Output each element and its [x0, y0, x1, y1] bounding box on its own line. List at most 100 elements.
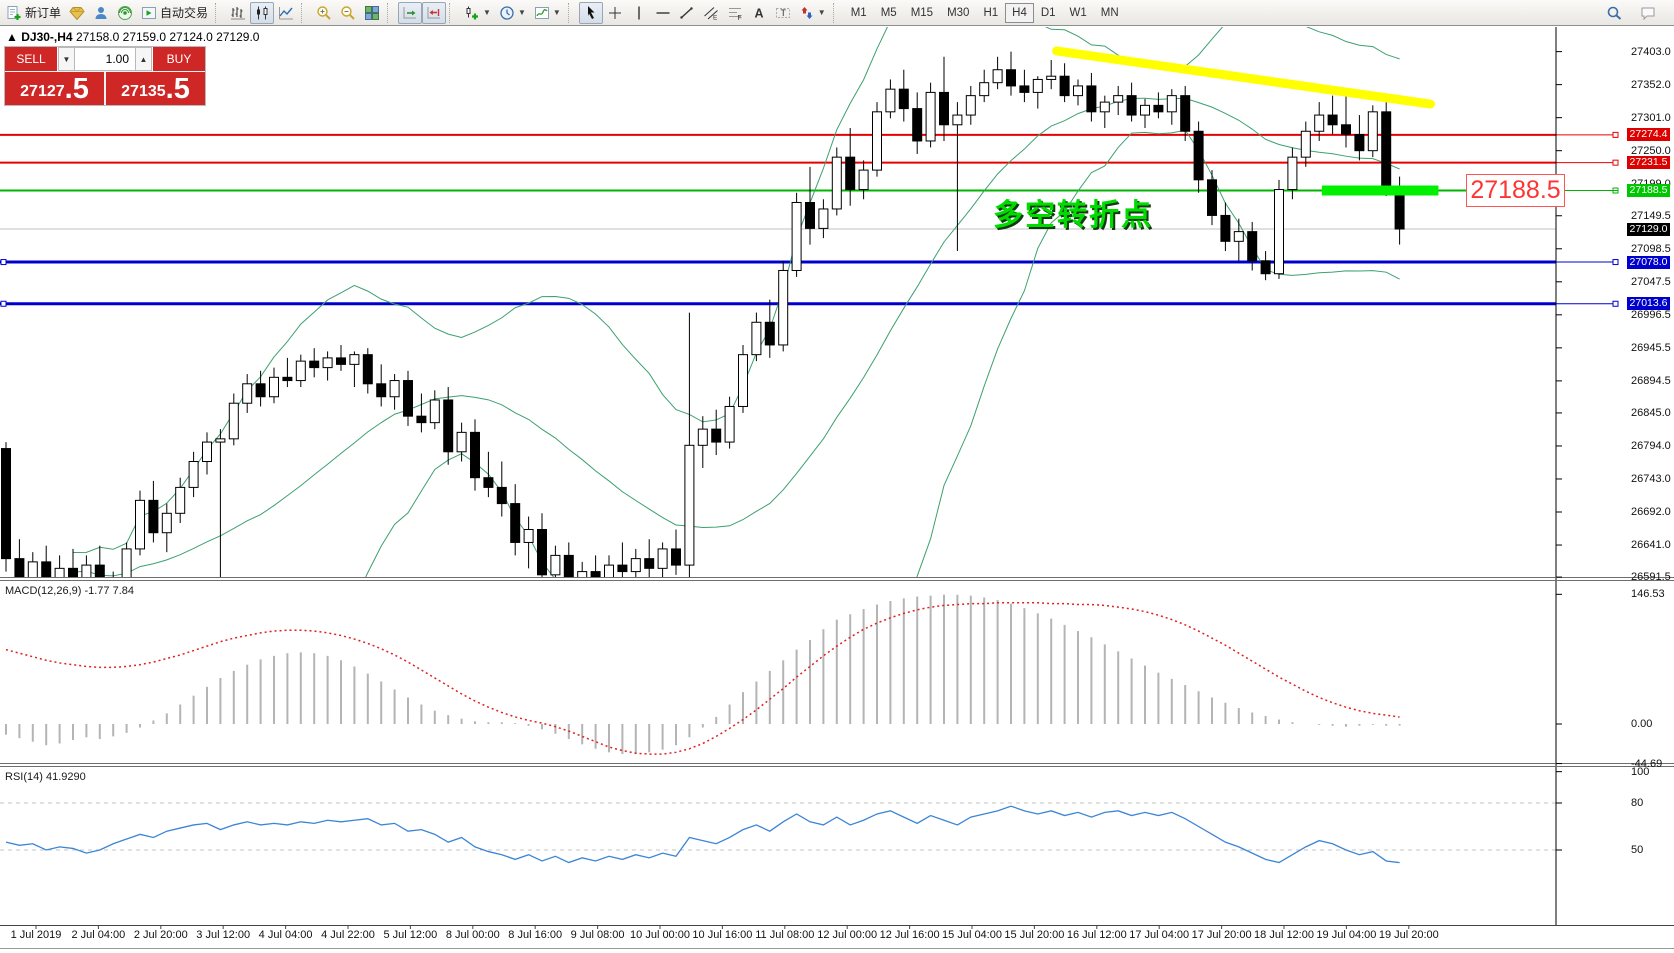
candle [791, 201, 802, 271]
indicators-button[interactable]: ▼ [530, 2, 565, 24]
volume-decrease-button[interactable]: ▼ [58, 47, 75, 71]
y-axis-label: 27403.0 [1631, 45, 1671, 58]
vline-button[interactable] [627, 2, 651, 24]
new-order-button[interactable]: 新订单 [2, 2, 65, 24]
new-order-icon [7, 5, 21, 20]
fibonacci-button[interactable]: F [723, 2, 747, 24]
x-axis-label: 19 Jul 04:00 [1316, 929, 1377, 941]
candle [135, 499, 145, 550]
volume-increase-button[interactable]: ▲ [135, 47, 152, 71]
timeframe-button-m15[interactable]: M15 [910, 6, 934, 19]
candle [309, 360, 320, 369]
timeframe-button-w1[interactable]: W1 [1069, 6, 1087, 19]
timeframe-button-m5[interactable]: M5 [880, 6, 897, 19]
crosshair-button[interactable] [603, 2, 627, 24]
x-axis-label: 1 Jul 2019 [10, 929, 62, 941]
candle [1233, 231, 1244, 242]
volume-input[interactable]: 1.00 [75, 47, 135, 71]
zoom-out-button[interactable] [336, 2, 360, 24]
profiles-button[interactable]: ▼ [495, 2, 530, 24]
candle [1032, 78, 1043, 93]
main-toolbar: 新订单 自动交易 ▼ ▼ ▼ E F A T ▼ M1 M5 M15 M30 H1 H4 D1 W1 MN [0, 0, 1674, 26]
x-axis-label: 4 Jul 22:00 [321, 929, 375, 941]
timeframe-button-d1[interactable]: D1 [1040, 6, 1056, 19]
sell-button[interactable]: SELL [5, 47, 57, 71]
gem-button[interactable] [65, 2, 89, 24]
autotrading-button[interactable]: 自动交易 [137, 2, 212, 24]
line-anchor-marker [1612, 300, 1619, 307]
candlestick-series [1, 51, 1405, 578]
candle [979, 82, 990, 97]
candle [1099, 101, 1110, 113]
candle [148, 499, 159, 534]
buy-price[interactable]: 27135 .5 [106, 72, 205, 105]
candle-chart-button[interactable] [250, 1, 275, 24]
toolbar-separator [832, 2, 841, 23]
candle [389, 380, 400, 398]
tile-windows-icon [365, 5, 380, 20]
text-button[interactable]: A [747, 2, 771, 24]
gem-icon [69, 6, 85, 20]
cursor-button[interactable] [578, 1, 603, 24]
y-axis-label: 27301.0 [1631, 111, 1671, 124]
chevron-down-icon: ▼ [817, 8, 826, 17]
text-label-button[interactable]: T [771, 2, 795, 24]
bar-chart-button[interactable] [226, 2, 250, 24]
timeframe-button-m1[interactable]: M1 [850, 6, 867, 19]
candle [1193, 130, 1204, 181]
hline-button[interactable] [651, 2, 675, 24]
arrows-button[interactable]: ▼ [795, 2, 830, 24]
candle [1006, 69, 1016, 87]
timeframe-button-h1[interactable]: H1 [983, 6, 999, 19]
candle [188, 461, 199, 488]
new-chart-icon [466, 6, 479, 19]
candle [1126, 95, 1137, 116]
candle [550, 554, 561, 576]
y-axis-label: 26692.0 [1631, 506, 1671, 518]
signals-button[interactable] [113, 2, 137, 24]
trendline-button[interactable] [675, 2, 699, 24]
x-axis-label: 18 Jul 12:00 [1254, 929, 1314, 941]
zoom-in-button[interactable] [312, 2, 336, 24]
community-button[interactable] [89, 2, 113, 24]
community-icon [95, 6, 107, 19]
line-anchor-marker [1612, 131, 1619, 138]
chart-shift-button[interactable] [422, 1, 447, 24]
macd-indicator [5, 594, 1401, 755]
collapse-arrow-icon[interactable]: ▲ [6, 30, 18, 44]
search-button[interactable] [1602, 2, 1626, 24]
x-axis-label: 12 Jul 00:00 [817, 929, 878, 941]
timeframe-button-m30[interactable]: M30 [947, 6, 970, 19]
x-axis-label: 5 Jul 12:00 [383, 929, 438, 941]
toolbar-separator [301, 2, 309, 23]
candle [282, 376, 293, 382]
auto-scroll-button[interactable] [398, 1, 423, 24]
chat-button[interactable] [1636, 2, 1660, 24]
timeframe-button-h4[interactable]: H4 [1005, 2, 1034, 23]
line-chart-button[interactable] [274, 2, 298, 24]
candle [27, 561, 38, 578]
buy-button[interactable]: BUY [153, 47, 205, 71]
y-axis-label: 26945.5 [1631, 341, 1671, 354]
new-chart-button[interactable]: ▼ [460, 2, 495, 24]
candle [831, 156, 842, 210]
candle [1327, 114, 1338, 126]
x-axis-label: 17 Jul 04:00 [1129, 929, 1190, 941]
tile-windows-button[interactable] [360, 2, 384, 24]
candle [1247, 231, 1258, 262]
line-chart-icon [279, 6, 294, 19]
green-zone-rect [1321, 185, 1439, 196]
candle [751, 321, 762, 356]
svg-text:F: F [737, 15, 741, 21]
chart-shift-icon [427, 6, 441, 18]
sell-price[interactable]: 27127 .5 [5, 72, 104, 105]
autotrading-icon [142, 6, 157, 19]
line-anchor-marker [0, 259, 7, 266]
timeframe-button-mn[interactable]: MN [1100, 6, 1119, 19]
candle [1300, 130, 1311, 158]
channel-button[interactable]: E [699, 2, 723, 24]
y-axis-label: 26845.0 [1631, 406, 1671, 419]
search-icon [1607, 6, 1622, 20]
